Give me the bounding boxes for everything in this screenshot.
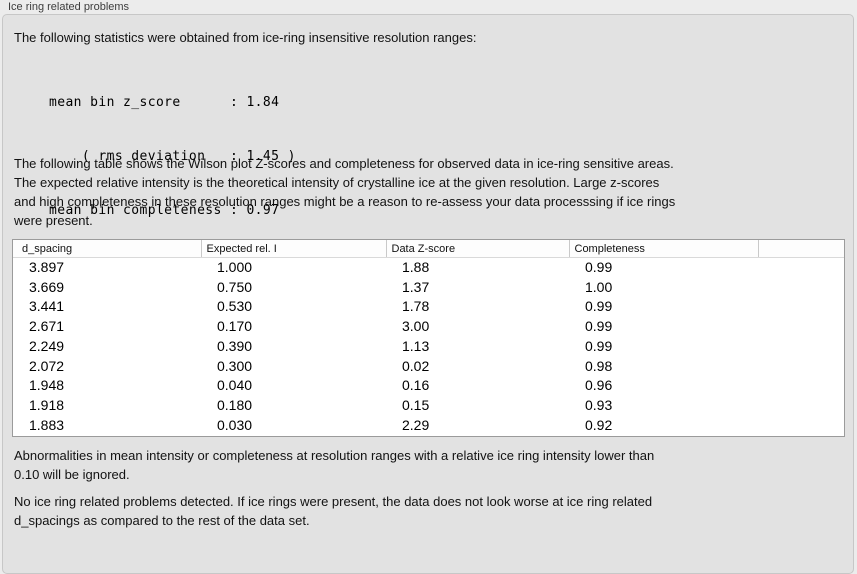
cell-expected-rel-i: 1.000 bbox=[217, 259, 253, 275]
conclusion-note: No ice ring related problems detected. I… bbox=[14, 492, 652, 530]
cell-expected-rel-i: 0.180 bbox=[217, 396, 253, 413]
cell-data-z-score: 3.00 bbox=[402, 318, 430, 335]
cell-expected-rel-i: 0.750 bbox=[217, 278, 253, 295]
cell-empty bbox=[758, 396, 844, 416]
cell-completeness: 0.96 bbox=[585, 377, 613, 394]
cell-completeness: 0.99 bbox=[585, 318, 613, 335]
cell-empty bbox=[758, 337, 844, 357]
description-line: The following table shows the Wilson plo… bbox=[14, 156, 674, 171]
table-row[interactable]: 3.441 0.530 1.78 0.99 bbox=[13, 297, 844, 318]
cell-data-z-score: 1.37 bbox=[402, 278, 430, 295]
cell-d-spacing: 1.948 bbox=[29, 377, 65, 394]
cell-completeness: 0.93 bbox=[585, 396, 613, 413]
ice-ring-table: d_spacing Expected rel. I Data Z-score C… bbox=[12, 239, 845, 437]
cell-d-spacing: 3.669 bbox=[29, 278, 65, 295]
table-row[interactable]: 1.918 0.180 0.15 0.93 bbox=[13, 395, 844, 416]
ignore-note-line: 0.10 will be ignored. bbox=[14, 467, 130, 482]
col-header-empty bbox=[757, 240, 844, 258]
cell-completeness: 0.98 bbox=[585, 357, 613, 374]
cell-expected-rel-i: 0.040 bbox=[217, 377, 253, 394]
cell-data-z-score: 1.13 bbox=[402, 337, 430, 354]
cell-d-spacing: 2.249 bbox=[29, 337, 65, 354]
ignore-note: Abnormalities in mean intensity or compl… bbox=[14, 446, 654, 484]
cell-completeness: 1.00 bbox=[585, 278, 613, 295]
table-header-row: d_spacing Expected rel. I Data Z-score C… bbox=[13, 240, 844, 258]
col-header-expected-rel-i[interactable]: Expected rel. I bbox=[200, 240, 386, 258]
cell-empty bbox=[758, 297, 844, 317]
cell-d-spacing: 1.883 bbox=[29, 416, 65, 433]
col-header-completeness[interactable]: Completeness bbox=[568, 240, 758, 258]
cell-empty bbox=[758, 317, 844, 337]
description-line: were present. bbox=[14, 213, 93, 228]
cell-expected-rel-i: 0.170 bbox=[217, 318, 253, 335]
cell-empty bbox=[758, 357, 844, 377]
table-row[interactable]: 3.897 1.000 1.88 0.99 bbox=[13, 257, 844, 278]
col-header-data-z-score[interactable]: Data Z-score bbox=[385, 240, 569, 258]
cell-empty bbox=[758, 258, 844, 278]
cell-d-spacing: 3.441 bbox=[29, 298, 65, 315]
stats-line-zscore: mean bin z_score : 1.84 bbox=[49, 95, 280, 110]
conclusion-note-line: d_spacings as compared to the rest of th… bbox=[14, 513, 310, 528]
cell-expected-rel-i: 0.030 bbox=[217, 416, 253, 433]
table-row[interactable]: 2.249 0.390 1.13 0.99 bbox=[13, 336, 844, 357]
cell-empty bbox=[758, 416, 844, 436]
cell-completeness: 0.99 bbox=[585, 259, 613, 275]
table-row[interactable]: 3.669 0.750 1.37 1.00 bbox=[13, 277, 844, 298]
table-row[interactable]: 2.072 0.300 0.02 0.98 bbox=[13, 356, 844, 377]
description-line: and high completeness in these resolutio… bbox=[14, 194, 676, 209]
cell-expected-rel-i: 0.530 bbox=[217, 298, 253, 315]
table-row[interactable]: 1.883 0.030 2.29 0.92 bbox=[13, 415, 844, 436]
cell-d-spacing: 2.671 bbox=[29, 318, 65, 335]
description-line: The expected relative intensity is the t… bbox=[14, 175, 660, 190]
cell-d-spacing: 2.072 bbox=[29, 357, 65, 374]
cell-completeness: 0.92 bbox=[585, 416, 613, 433]
cell-data-z-score: 0.16 bbox=[402, 377, 430, 394]
cell-data-z-score: 2.29 bbox=[402, 416, 430, 433]
cell-completeness: 0.99 bbox=[585, 337, 613, 354]
cell-data-z-score: 1.78 bbox=[402, 298, 430, 315]
description-text: The following table shows the Wilson plo… bbox=[14, 154, 675, 230]
cell-data-z-score: 1.88 bbox=[402, 259, 430, 275]
ignore-note-line: Abnormalities in mean intensity or compl… bbox=[14, 448, 655, 463]
intro-text: The following statistics were obtained f… bbox=[14, 30, 477, 45]
table-row[interactable]: 2.671 0.170 3.00 0.99 bbox=[13, 317, 844, 337]
cell-completeness: 0.99 bbox=[585, 298, 613, 315]
col-header-d-spacing[interactable]: d_spacing bbox=[13, 240, 201, 258]
cell-expected-rel-i: 0.300 bbox=[217, 357, 253, 374]
cell-expected-rel-i: 0.390 bbox=[217, 337, 253, 354]
stats-line-completeness: mean bin completeness : 0.97 bbox=[49, 203, 280, 218]
stats-line-zscore-rms: ( rms deviation : 1.45 ) bbox=[49, 149, 296, 164]
cell-data-z-score: 0.15 bbox=[402, 396, 430, 413]
panel-title: Ice ring related problems bbox=[8, 1, 130, 13]
table-row[interactable]: 1.948 0.040 0.16 0.96 bbox=[13, 376, 844, 396]
cell-empty bbox=[758, 278, 844, 298]
cell-d-spacing: 1.918 bbox=[29, 396, 65, 413]
cell-d-spacing: 3.897 bbox=[29, 259, 65, 275]
cell-empty bbox=[758, 376, 844, 396]
ice-ring-panel-box: The following statistics were obtained f… bbox=[2, 14, 854, 574]
cell-data-z-score: 0.02 bbox=[402, 357, 430, 374]
conclusion-note-line: No ice ring related problems detected. I… bbox=[14, 494, 653, 509]
